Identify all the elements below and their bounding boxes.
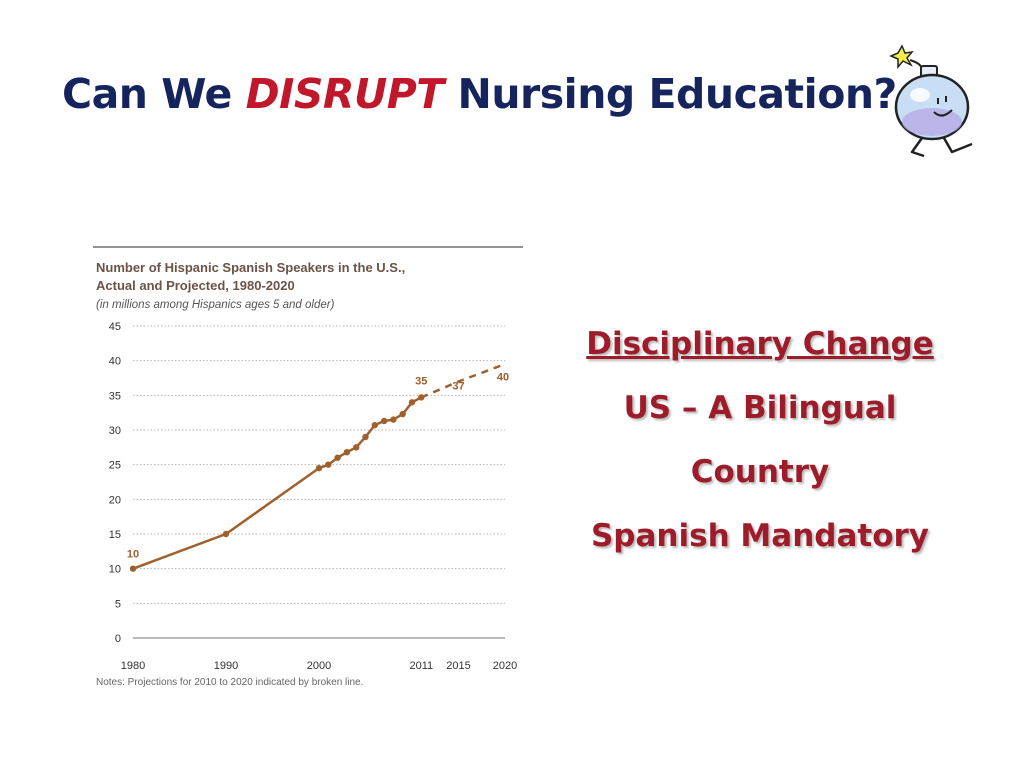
data-point-2011 — [418, 394, 425, 401]
right-text-block: Disciplinary Change US – A Bilingual Cou… — [540, 312, 980, 568]
y-tick-label-20: 20 — [109, 494, 121, 506]
y-tick-label-5: 5 — [115, 598, 121, 610]
data-point-1980 — [129, 565, 137, 572]
title-suffix: Nursing Education? — [443, 70, 898, 118]
x-tick-label-1980: 1980 — [121, 660, 145, 672]
data-point-2004 — [353, 444, 360, 451]
data-point-2003 — [343, 448, 351, 456]
y-tick-label-0: 0 — [115, 633, 121, 645]
disciplinary-change-heading: Disciplinary Change — [586, 326, 934, 362]
chart-subtitle: (in millions among Hispanics ages 5 and … — [96, 299, 335, 311]
title-accent: DISRUPT — [245, 70, 445, 118]
data-point-2008 — [390, 416, 397, 423]
data-point-2010 — [408, 399, 416, 406]
country-line: Country — [690, 454, 830, 490]
data-points — [129, 394, 425, 572]
line-chart: Number of Hispanic Spanish Speakers in t… — [93, 246, 523, 688]
data-point-2005 — [362, 433, 369, 441]
series-line-actual — [132, 396, 422, 570]
chart-title-line1: Number of Hispanic Spanish Speakers in t… — [96, 260, 405, 275]
y-tick-label-45: 45 — [109, 321, 121, 333]
x-tick-label-1990: 1990 — [214, 660, 238, 672]
bomb-smiley-icon — [889, 44, 973, 158]
data-point-2001 — [325, 461, 332, 468]
data-point-2007 — [380, 417, 388, 425]
y-tick-label-25: 25 — [109, 460, 121, 472]
series-line-projected — [420, 362, 506, 399]
y-tick-label-10: 10 — [109, 564, 121, 576]
data-point-2002 — [334, 454, 341, 461]
data-point-2006 — [371, 421, 378, 429]
y-tick-label-30: 30 — [109, 425, 121, 437]
title-prefix: Can We — [62, 70, 246, 118]
chart-note: Notes: Projections for 2010 to 2020 indi… — [96, 677, 363, 688]
x-tick-label-2020: 2020 — [493, 660, 517, 672]
chart-title-line2: Actual and Projected, 1980-2020 — [96, 278, 295, 293]
data-label-35: 35 — [415, 375, 427, 387]
data-label-37: 37 — [452, 380, 464, 392]
grid-lines — [133, 325, 505, 639]
data-label-10: 10 — [127, 549, 139, 561]
y-axis-ticks: 0 5 10 15 20 25 30 35 40 45 — [109, 321, 121, 645]
slide-title: Can We DISRUPT Nursing Education? — [62, 70, 897, 118]
x-tick-label-2000: 2000 — [307, 660, 331, 672]
data-label-40: 40 — [497, 372, 509, 384]
data-point-1990 — [222, 530, 230, 538]
data-point-2000 — [315, 464, 323, 472]
y-tick-label-35: 35 — [109, 390, 121, 402]
x-axis-ticks: 1980 1990 2000 2011 2015 2020 — [121, 660, 517, 672]
data-point-2009 — [399, 410, 406, 418]
spanish-mandatory-line: Spanish Mandatory — [590, 518, 929, 554]
bilingual-line: US – A Bilingual — [623, 390, 897, 426]
x-tick-label-2011: 2011 — [409, 660, 433, 672]
data-labels: 10 35 37 40 — [127, 372, 509, 561]
x-tick-label-2015: 2015 — [446, 660, 470, 672]
y-tick-label-40: 40 — [109, 356, 121, 368]
y-tick-label-15: 15 — [109, 529, 121, 541]
